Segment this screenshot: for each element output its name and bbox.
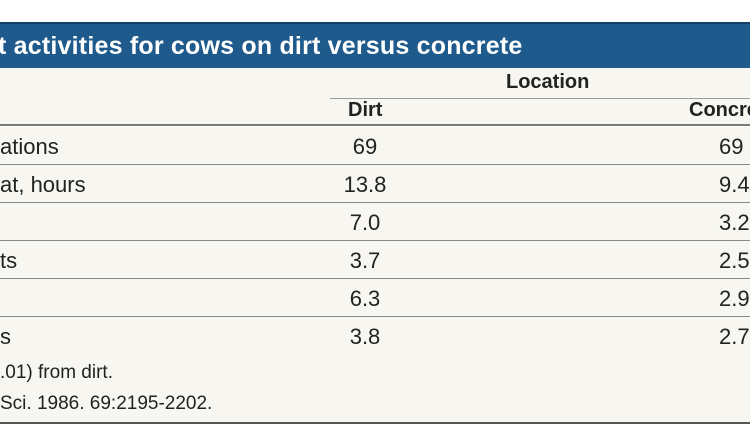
cell-dirt: 13.8 bbox=[343, 172, 387, 197]
cell-dirt: 6.3 bbox=[349, 286, 381, 311]
table-row: at, hours 13.8 9.4 bbox=[0, 165, 750, 203]
row-label: s bbox=[0, 324, 11, 349]
row-label: ations bbox=[0, 134, 59, 159]
cell-dirt: 7.0 bbox=[349, 210, 381, 235]
footnote-citation: Sci. 1986. 69:2195-2202. bbox=[0, 393, 213, 414]
cell-concrete: 2.7 bbox=[719, 324, 750, 349]
table-title: t activities for cows on dirt versus con… bbox=[0, 32, 523, 60]
group-header-rule bbox=[330, 98, 750, 99]
row-label: ts bbox=[0, 248, 18, 273]
cell-dirt: 3.8 bbox=[349, 324, 381, 349]
cell-concrete: 2.9 bbox=[719, 286, 750, 311]
table-row: s 3.8 2.7 bbox=[0, 317, 750, 355]
table-row: 7.0 3.2 bbox=[0, 203, 750, 241]
table-footnotes: .01) from dirt. Sci. 1986. 69:2195-2202. bbox=[0, 354, 750, 424]
cell-concrete: 69 bbox=[719, 134, 744, 159]
cell-concrete: 2.5 bbox=[719, 248, 750, 273]
table-header: Location Dirt Concre bbox=[0, 68, 750, 126]
row-label: at, hours bbox=[0, 172, 86, 197]
column-header-dirt: Dirt bbox=[348, 99, 383, 121]
table-title-bar: t activities for cows on dirt versus con… bbox=[0, 22, 750, 68]
table-row: ts 3.7 2.5 bbox=[0, 241, 750, 279]
table-row: ations 69 69 bbox=[0, 127, 750, 165]
cell-dirt: 69 bbox=[352, 134, 378, 159]
cell-dirt: 3.7 bbox=[349, 248, 381, 273]
column-header-concrete: Concre bbox=[689, 99, 750, 121]
group-header-location: Location bbox=[506, 71, 590, 93]
table-row: 6.3 2.9 bbox=[0, 279, 750, 317]
cell-concrete: 3.2 bbox=[719, 210, 750, 235]
footnote: .01) from dirt. bbox=[0, 362, 113, 383]
cell-concrete: 9.4 bbox=[719, 172, 750, 197]
